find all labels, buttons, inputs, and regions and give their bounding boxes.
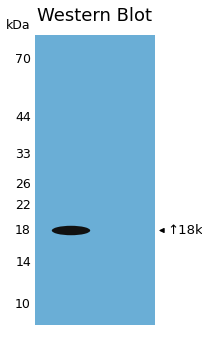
Text: kDa: kDa xyxy=(6,19,31,32)
Text: 70: 70 xyxy=(15,53,31,66)
Bar xyxy=(35,35,154,325)
Text: 26: 26 xyxy=(15,178,31,191)
Ellipse shape xyxy=(52,226,90,235)
Text: 22: 22 xyxy=(15,199,31,212)
Text: 44: 44 xyxy=(15,112,31,124)
Text: ↑18kDa: ↑18kDa xyxy=(166,224,202,237)
Text: 18: 18 xyxy=(15,224,31,237)
Text: 10: 10 xyxy=(15,298,31,311)
Text: 14: 14 xyxy=(15,256,31,269)
Text: 33: 33 xyxy=(15,148,31,161)
Text: Western Blot: Western Blot xyxy=(37,7,152,26)
